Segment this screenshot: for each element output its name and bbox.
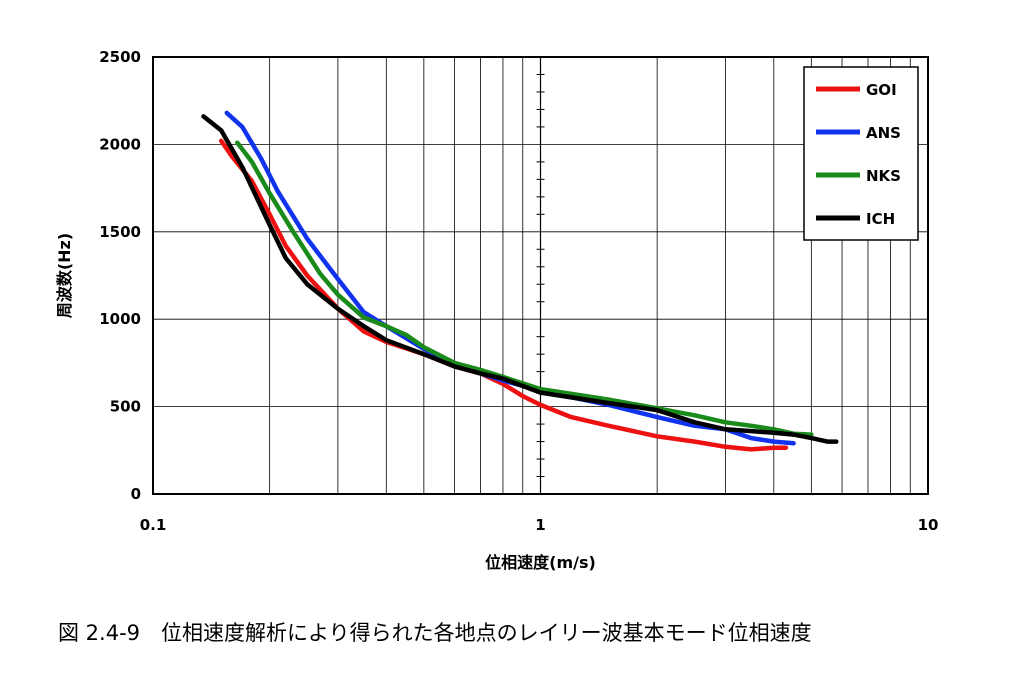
y-tick-label: 0 <box>131 485 141 503</box>
y-tick-label: 2000 <box>99 135 141 153</box>
legend-label-ans: ANS <box>866 124 901 142</box>
x-tick-label: 1 <box>535 516 545 534</box>
plot-series <box>201 110 839 452</box>
legend: GOI ANS NKS ICH <box>803 66 919 241</box>
y-axis-label: 周波数(Hz) <box>55 233 74 318</box>
tick-labels: 0.1 1 10 0 500 1000 1500 2000 2500 <box>99 48 938 534</box>
legend-label-goi: GOI <box>866 81 897 99</box>
legend-box <box>803 66 919 241</box>
legend-label-ich: ICH <box>866 210 895 228</box>
y-tick-label: 1000 <box>99 310 141 328</box>
y-tick-label: 500 <box>110 398 141 416</box>
legend-label-nks: NKS <box>866 167 901 185</box>
x-tick-label: 10 <box>918 516 939 534</box>
x-tick-label: 0.1 <box>140 516 167 534</box>
y-tick-label: 2500 <box>99 48 141 66</box>
y-tick-label: 1500 <box>99 223 141 241</box>
series-line-nks <box>235 140 814 437</box>
series-line-goi <box>218 138 789 452</box>
plot-frame <box>152 56 929 495</box>
series-line-ich <box>201 114 839 444</box>
x-axis-label: 位相速度(m/s) <box>485 553 596 572</box>
figure-caption: 図 2.4-9 位相速度解析により得られた各地点のレイリー波基本モード位相速度 <box>58 621 812 645</box>
